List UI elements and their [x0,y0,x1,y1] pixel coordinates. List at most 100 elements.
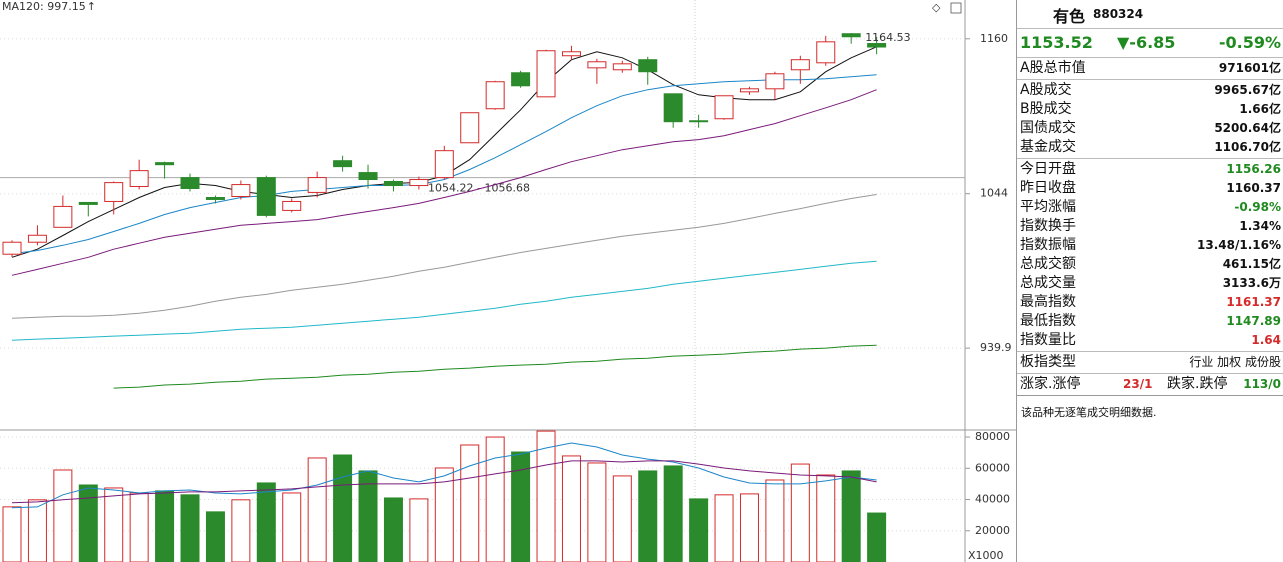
y-tick-label: 939.9 [980,341,1012,354]
volume-bar [231,499,251,562]
volume-bar [689,498,709,562]
candle-body [612,63,632,71]
row-value: 1.34% [1239,219,1281,233]
volume-bar [409,498,429,562]
row-label: 国债成交 [1020,120,1076,136]
candle-body [765,73,785,90]
panel-row: A股成交 9965.67亿 [1017,81,1283,100]
candle-body [129,170,149,188]
volume-bar [155,490,175,562]
volume-bar [561,455,581,562]
indicator-arrow: ↑ [87,0,96,13]
volume-bar [663,465,683,562]
y-tick-label: 60000 [975,461,1010,474]
unit-label: X1000 [968,549,1004,562]
candle-body [53,205,73,228]
candle-body [663,93,683,123]
row-label: 总成交量 [1020,275,1076,291]
volume-bar [638,470,658,562]
candle-body [383,180,403,187]
candle-body [307,177,327,193]
candle-body [689,120,709,123]
up-label: 涨家.涨停 [1020,376,1081,392]
candle-body [333,160,353,168]
row-value: 1106.70亿 [1214,140,1281,154]
volume-bar [739,493,759,562]
row-value: 461.15亿 [1222,257,1281,271]
volume-bar [383,497,403,562]
candle-body [841,33,861,38]
volume-bar [816,474,836,562]
moving-average-line [11,442,877,509]
candle-body [587,61,607,69]
volume-bar [256,482,276,562]
y-tick-label: 80000 [975,430,1010,443]
moving-average-line [11,460,877,504]
candle-body [282,200,302,211]
panel-row: 昨日收盘 1160.37 [1017,179,1283,198]
volume-bar [841,470,861,562]
candle-body [485,81,505,110]
candle-body [155,162,175,166]
volume-bar [104,487,124,562]
row-value: 5200.64亿 [1214,121,1281,135]
icon-diamond[interactable]: ◇ [932,1,941,14]
volume-bar [460,444,480,562]
row-label: 指数振幅 [1020,237,1076,253]
y-tick-label: 40000 [975,493,1010,506]
candle-body [104,182,124,202]
row-value: 1160.37 [1226,181,1281,195]
last-price: 1153.52 [1020,33,1093,52]
volume-bar [27,499,47,562]
row-label: 最低指数 [1020,313,1076,329]
change-pct: -0.59% [1218,33,1281,52]
row-label: A股成交 [1020,82,1072,98]
panel-row: 平均涨幅 -0.98% [1017,198,1283,217]
row-value: 971601亿 [1218,61,1281,75]
row-label: 昨日收盘 [1020,180,1076,196]
volume-bar [485,436,505,562]
candle-body [78,201,98,205]
candle-body [561,51,581,57]
indicator-label: MA120: 997.15 [2,0,86,13]
row-label: 基金成交 [1020,139,1076,155]
y-tick-label: 20000 [975,524,1010,537]
candle-body [816,41,836,64]
down-value: 113/0 [1243,377,1281,391]
index-code: 880324 [1093,7,1144,21]
down-label: 跌家.跌停 [1167,376,1228,392]
row-value: 9965.67亿 [1214,83,1281,97]
volume-bar [536,430,556,562]
panel-row: 最高指数 1161.37 [1017,293,1283,312]
y-tick-label: 1160 [980,32,1008,45]
index-name: 有色 [1053,7,1086,26]
row-label: 指数换手 [1020,218,1076,234]
candle-body [180,177,200,189]
panel-row: B股成交 1.66亿 [1017,100,1283,119]
volume-bar [587,462,607,562]
icon-window[interactable] [950,2,962,14]
panel-group: A股总市值 971601亿 [1017,57,1283,79]
volume-bar [78,484,98,562]
candle-body [867,43,887,48]
panel-row: 指数量比 1.64 [1017,331,1283,350]
row-label: A股总市值 [1020,60,1086,76]
panel-row: A股总市值 971601亿 [1017,59,1283,78]
panel-group: 今日开盘 1156.26 昨日收盘 1160.37 平均涨幅 -0.98% 指数换手 1.34… [1017,158,1283,351]
panel-row: 指数换手 1.34% [1017,217,1283,236]
up-value: 23/1 [1123,377,1153,391]
panel-group: A股成交 9965.67亿 B股成交 1.66亿 国债成交 5200.64亿基金成交 110… [1017,79,1283,158]
row-label: B股成交 [1020,101,1072,117]
row-value: 13.48/1.16% [1197,238,1281,252]
volume-bar [180,494,200,562]
chart: ◇ 939.9 1044 1160 1054.22 - 1056.68 1164.53 M… [0,0,1016,562]
row-label: 总成交额 [1020,256,1076,272]
candle-body [460,112,480,144]
row-value: 1161.37 [1226,295,1281,309]
candle-body [739,88,759,93]
candle-body [409,179,429,187]
panel-note: 该品种无逐笔成交明细数据. [1017,395,1283,428]
volume-bar [307,457,327,562]
row-value: 1147.89 [1226,314,1281,328]
